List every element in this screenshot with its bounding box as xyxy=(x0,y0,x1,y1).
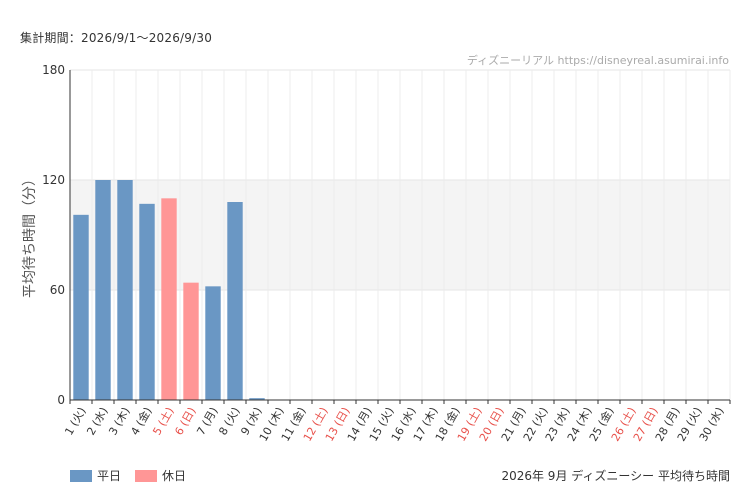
bar[interactable] xyxy=(227,202,243,400)
bar[interactable] xyxy=(183,282,199,400)
y-tick-label: 0 xyxy=(57,393,65,407)
aggregation-period: 集計期間：2026/9/1～2026/9/30 xyxy=(20,31,213,45)
bar[interactable] xyxy=(95,180,111,400)
x-tick-label: 5 (土) xyxy=(150,405,176,438)
y-axis-label: 平均待ち時間（分） xyxy=(22,172,38,298)
bar[interactable] xyxy=(205,286,221,400)
bar[interactable] xyxy=(117,180,133,400)
x-tick-label: 7 (月) xyxy=(194,405,220,438)
legend-label-weekday: 平日 xyxy=(97,469,122,483)
x-tick-label: 1 (火) xyxy=(62,405,88,438)
x-tick-label: 8 (火) xyxy=(216,405,242,438)
legend-label-holiday: 休日 xyxy=(162,469,187,483)
y-tick-label: 120 xyxy=(42,173,65,187)
legend-item-holiday[interactable]: 休日 xyxy=(135,467,186,484)
legend-item-weekday[interactable]: 平日 xyxy=(70,467,121,484)
bar[interactable] xyxy=(161,198,177,400)
y-tick-label: 180 xyxy=(42,63,65,77)
legend-swatch-weekday xyxy=(70,469,92,482)
bar[interactable] xyxy=(73,214,89,400)
y-tick-label: 60 xyxy=(50,283,65,297)
bar[interactable] xyxy=(249,398,265,400)
x-tick-label: 3 (木) xyxy=(106,405,132,438)
x-tick-label: 2 (水) xyxy=(84,405,110,438)
x-tick-label: 4 (金) xyxy=(127,405,154,438)
x-tick-label: 6 (日) xyxy=(172,405,198,438)
legend-swatch-holiday xyxy=(135,469,158,482)
chart-footer-title: 2026年 9月 ディズニーシー 平均待ち時間 xyxy=(501,469,730,483)
watermark-text: ディズニーリアル https://disneyreal.asumirai.inf… xyxy=(467,53,729,67)
bar[interactable] xyxy=(139,203,155,400)
chart-legend: 平日 休日 xyxy=(70,467,186,484)
wait-time-chart: 0 60 120 180 1 (火)2 (水)3 (木)4 (金)5 (土)6 (日)… xyxy=(22,53,731,444)
